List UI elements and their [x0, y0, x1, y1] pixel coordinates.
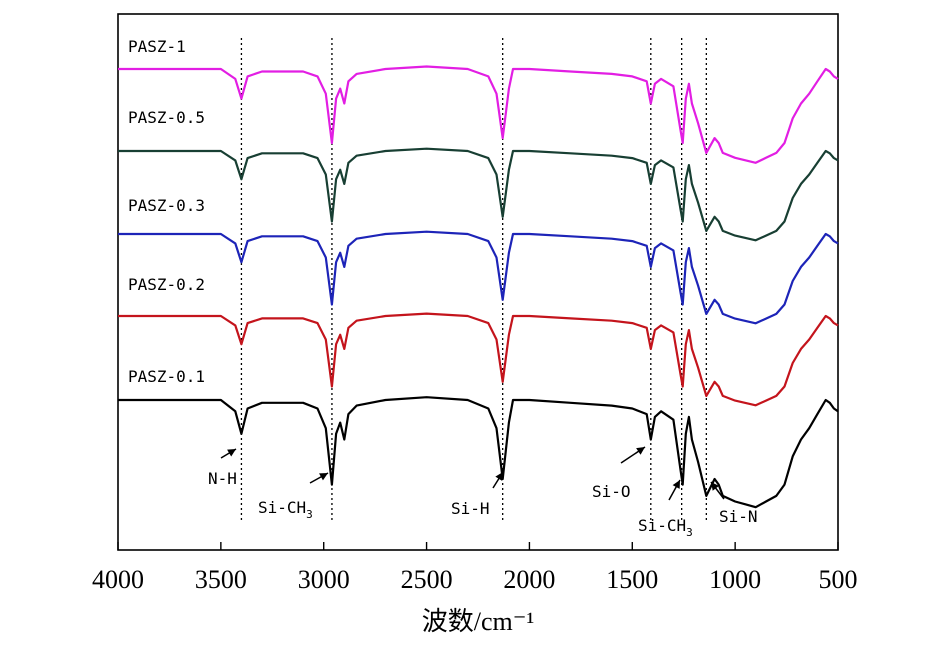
plot-frame: [117, 13, 839, 551]
x-tick-label: 2500: [401, 565, 453, 594]
annotation-arrowhead: [672, 480, 680, 489]
annotation-label: Si-N: [719, 507, 758, 526]
series-label: PASZ-0.5: [128, 108, 205, 127]
reference-lines: [240, 38, 707, 522]
peak-annotations: N-H Si-CH3 Si-H Si-O Si-CH3 Si-N: [208, 446, 758, 539]
annotation-label: Si-O: [592, 482, 631, 501]
x-tick-label: 3000: [298, 565, 350, 594]
series-label: PASZ-0.1: [128, 367, 205, 386]
series-line-PASZ-1: [118, 65, 839, 164]
annotation-label: Si-CH3: [638, 516, 693, 539]
series-line-PASZ-0.5: [118, 147, 839, 242]
annotation-arrowhead: [319, 473, 328, 481]
series-line-PASZ-0.2: [118, 312, 839, 407]
x-tick-label: 500: [819, 565, 858, 594]
x-tick-label: 4000: [92, 565, 144, 594]
annotation-arrowhead: [636, 447, 645, 455]
annotation-label: N-H: [208, 469, 237, 488]
x-tick-label: 2000: [503, 565, 555, 594]
series-label: PASZ-0.3: [128, 196, 205, 215]
x-tick-label: 3500: [195, 565, 247, 594]
series-labels: PASZ-1 PASZ-0.5 PASZ-0.3 PASZ-0.2 PASZ-0.1: [128, 37, 205, 386]
x-tick-label: 1500: [606, 565, 658, 594]
x-axis-label: 波数/cm⁻¹: [422, 607, 535, 636]
annotation-arrowhead: [495, 472, 503, 481]
series-label: PASZ-0.2: [128, 275, 205, 294]
annotation-arrowhead: [711, 482, 720, 491]
annotation-arrowhead: [227, 449, 236, 457]
series-line-PASZ-0.3: [118, 230, 839, 325]
x-axis-ticks: 4000 3500 3000 2500 2000 1500 1000 500: [92, 542, 858, 594]
series-line-PASZ-0.1: [118, 396, 839, 509]
annotation-label: Si-CH3: [258, 498, 313, 521]
annotation-label: Si-H: [451, 499, 490, 518]
x-tick-label: 1000: [709, 565, 761, 594]
spectra: [118, 65, 839, 509]
series-label: PASZ-1: [128, 37, 186, 56]
